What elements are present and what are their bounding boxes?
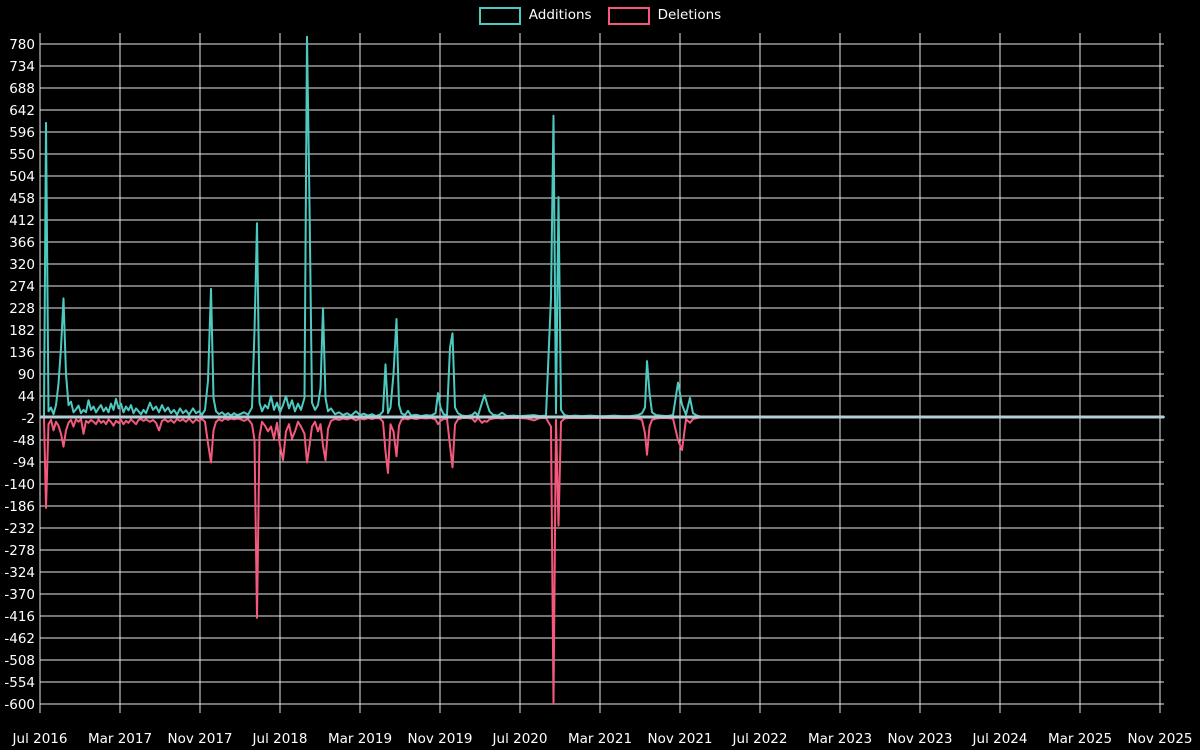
svg-text:Nov 2023: Nov 2023	[888, 731, 953, 747]
svg-text:Mar 2021: Mar 2021	[568, 731, 632, 747]
svg-text:-278: -278	[4, 543, 35, 559]
svg-text:Jul 2020: Jul 2020	[492, 731, 548, 747]
svg-text:Jul 2018: Jul 2018	[252, 731, 308, 747]
svg-text:274: 274	[9, 279, 35, 295]
svg-text:Mar 2025: Mar 2025	[1048, 731, 1112, 747]
svg-text:Jul 2022: Jul 2022	[732, 731, 788, 747]
svg-text:-232: -232	[4, 521, 35, 537]
svg-text:Nov 2017: Nov 2017	[168, 731, 233, 747]
svg-text:-462: -462	[4, 631, 35, 647]
svg-text:-140: -140	[4, 477, 35, 493]
svg-text:-600: -600	[4, 697, 35, 713]
svg-text:90: 90	[18, 367, 35, 383]
svg-text:642: 642	[9, 103, 35, 119]
svg-text:-554: -554	[4, 675, 35, 691]
svg-text:734: 734	[9, 59, 35, 75]
svg-text:320: 320	[9, 257, 35, 273]
x-axis-labels: Jul 2016 Mar 2017 Nov 2017 Jul 2018 Mar 2019…	[12, 731, 1193, 747]
svg-text:Mar 2017: Mar 2017	[88, 731, 152, 747]
additions-swatch-icon	[478, 7, 521, 25]
svg-text:Jul 2024: Jul 2024	[972, 731, 1028, 747]
svg-text:44: 44	[18, 389, 35, 405]
svg-text:-416: -416	[4, 609, 35, 625]
svg-text:Nov 2025: Nov 2025	[1128, 731, 1193, 747]
legend-label-deletions: Deletions	[657, 7, 722, 24]
svg-text:Nov 2021: Nov 2021	[648, 731, 713, 747]
svg-text:458: 458	[9, 191, 35, 207]
svg-text:-48: -48	[13, 433, 35, 449]
legend-item-additions: Additions	[478, 7, 592, 25]
svg-text:Mar 2019: Mar 2019	[328, 731, 392, 747]
svg-text:Jul 2016: Jul 2016	[12, 731, 68, 747]
svg-text:-94: -94	[13, 455, 35, 471]
legend-item-deletions: Deletions	[607, 7, 722, 25]
svg-text:688: 688	[9, 81, 35, 97]
gridlines	[39, 33, 1164, 713]
svg-text:228: 228	[9, 301, 35, 317]
svg-text:780: 780	[9, 37, 35, 53]
svg-text:136: 136	[9, 345, 35, 361]
y-axis-labels: 780 734 688 642 596 550 504 458 412 366 320 274 228 1…	[4, 37, 35, 713]
svg-text:504: 504	[9, 169, 35, 185]
legend-label-additions: Additions	[528, 7, 592, 24]
deletions-line	[43, 416, 1165, 705]
deletions-swatch-icon	[607, 7, 650, 25]
svg-text:-370: -370	[4, 587, 35, 603]
svg-text:596: 596	[9, 125, 35, 141]
svg-text:Nov 2019: Nov 2019	[408, 731, 473, 747]
svg-text:Mar 2023: Mar 2023	[808, 731, 872, 747]
svg-text:366: 366	[9, 235, 35, 251]
svg-text:550: 550	[9, 147, 35, 163]
svg-text:-324: -324	[4, 565, 35, 581]
svg-text:-508: -508	[4, 653, 35, 669]
svg-text:-186: -186	[4, 499, 35, 515]
svg-text:-2: -2	[22, 411, 35, 427]
additions-line	[43, 35, 1165, 418]
svg-text:182: 182	[9, 323, 35, 339]
svg-text:412: 412	[9, 213, 35, 229]
chart-legend: Additions Deletions	[0, 7, 1200, 25]
